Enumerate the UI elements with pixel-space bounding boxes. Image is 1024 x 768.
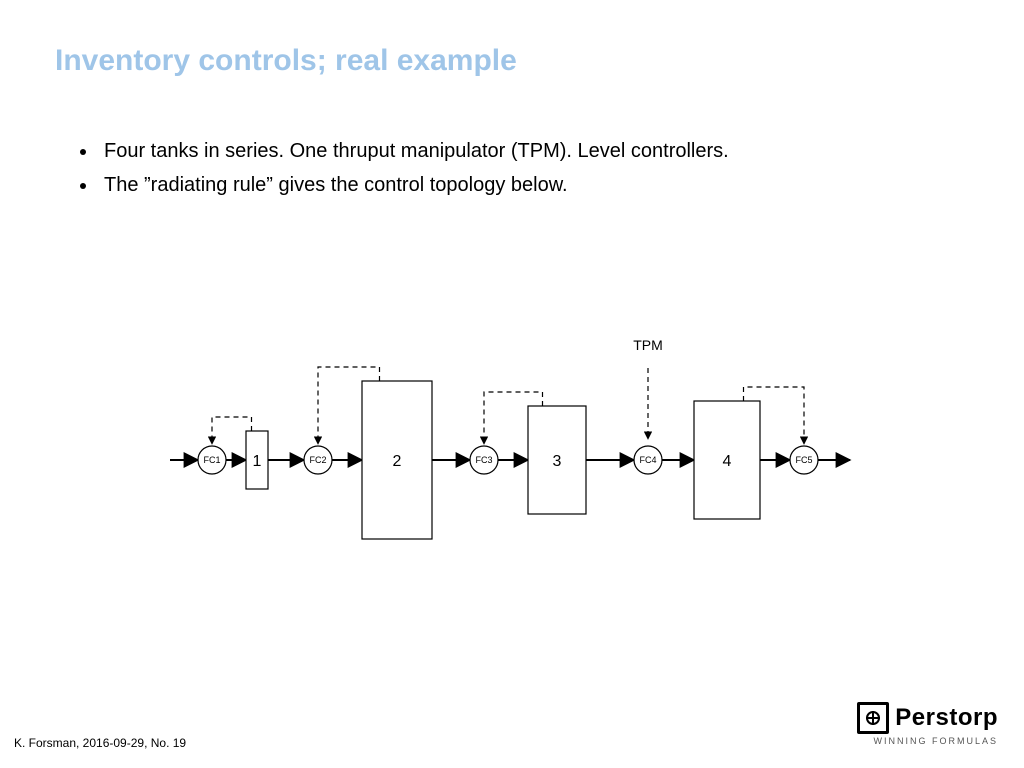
bullet-item: Four tanks in series. One thruput manipu… (98, 135, 729, 167)
svg-text:3: 3 (553, 453, 562, 470)
logo-icon (857, 702, 889, 734)
perstorp-logo: Perstorp WINNING FORMULAS (857, 702, 998, 746)
svg-text:2: 2 (393, 453, 402, 470)
svg-text:4: 4 (723, 453, 732, 470)
svg-text:1: 1 (253, 453, 262, 470)
svg-text:FC1: FC1 (203, 455, 220, 465)
footer-text: K. Forsman, 2016-09-29, No. 19 (14, 736, 186, 750)
svg-text:FC5: FC5 (795, 455, 812, 465)
svg-text:FC2: FC2 (309, 455, 326, 465)
svg-text:FC3: FC3 (475, 455, 492, 465)
logo-tagline: WINNING FORMULAS (857, 736, 998, 746)
bullet-item: The ”radiating rule” gives the control t… (98, 169, 729, 201)
logo-text: Perstorp (895, 704, 998, 732)
bullet-list: Four tanks in series. One thruput manipu… (70, 135, 729, 203)
process-diagram: FC1 1 FC2 2 FC3 3 FC4 4 FC5 TPM (170, 330, 870, 550)
svg-text:TPM: TPM (633, 337, 663, 353)
svg-text:FC4: FC4 (639, 455, 656, 465)
page-title: Inventory controls; real example (55, 44, 517, 78)
